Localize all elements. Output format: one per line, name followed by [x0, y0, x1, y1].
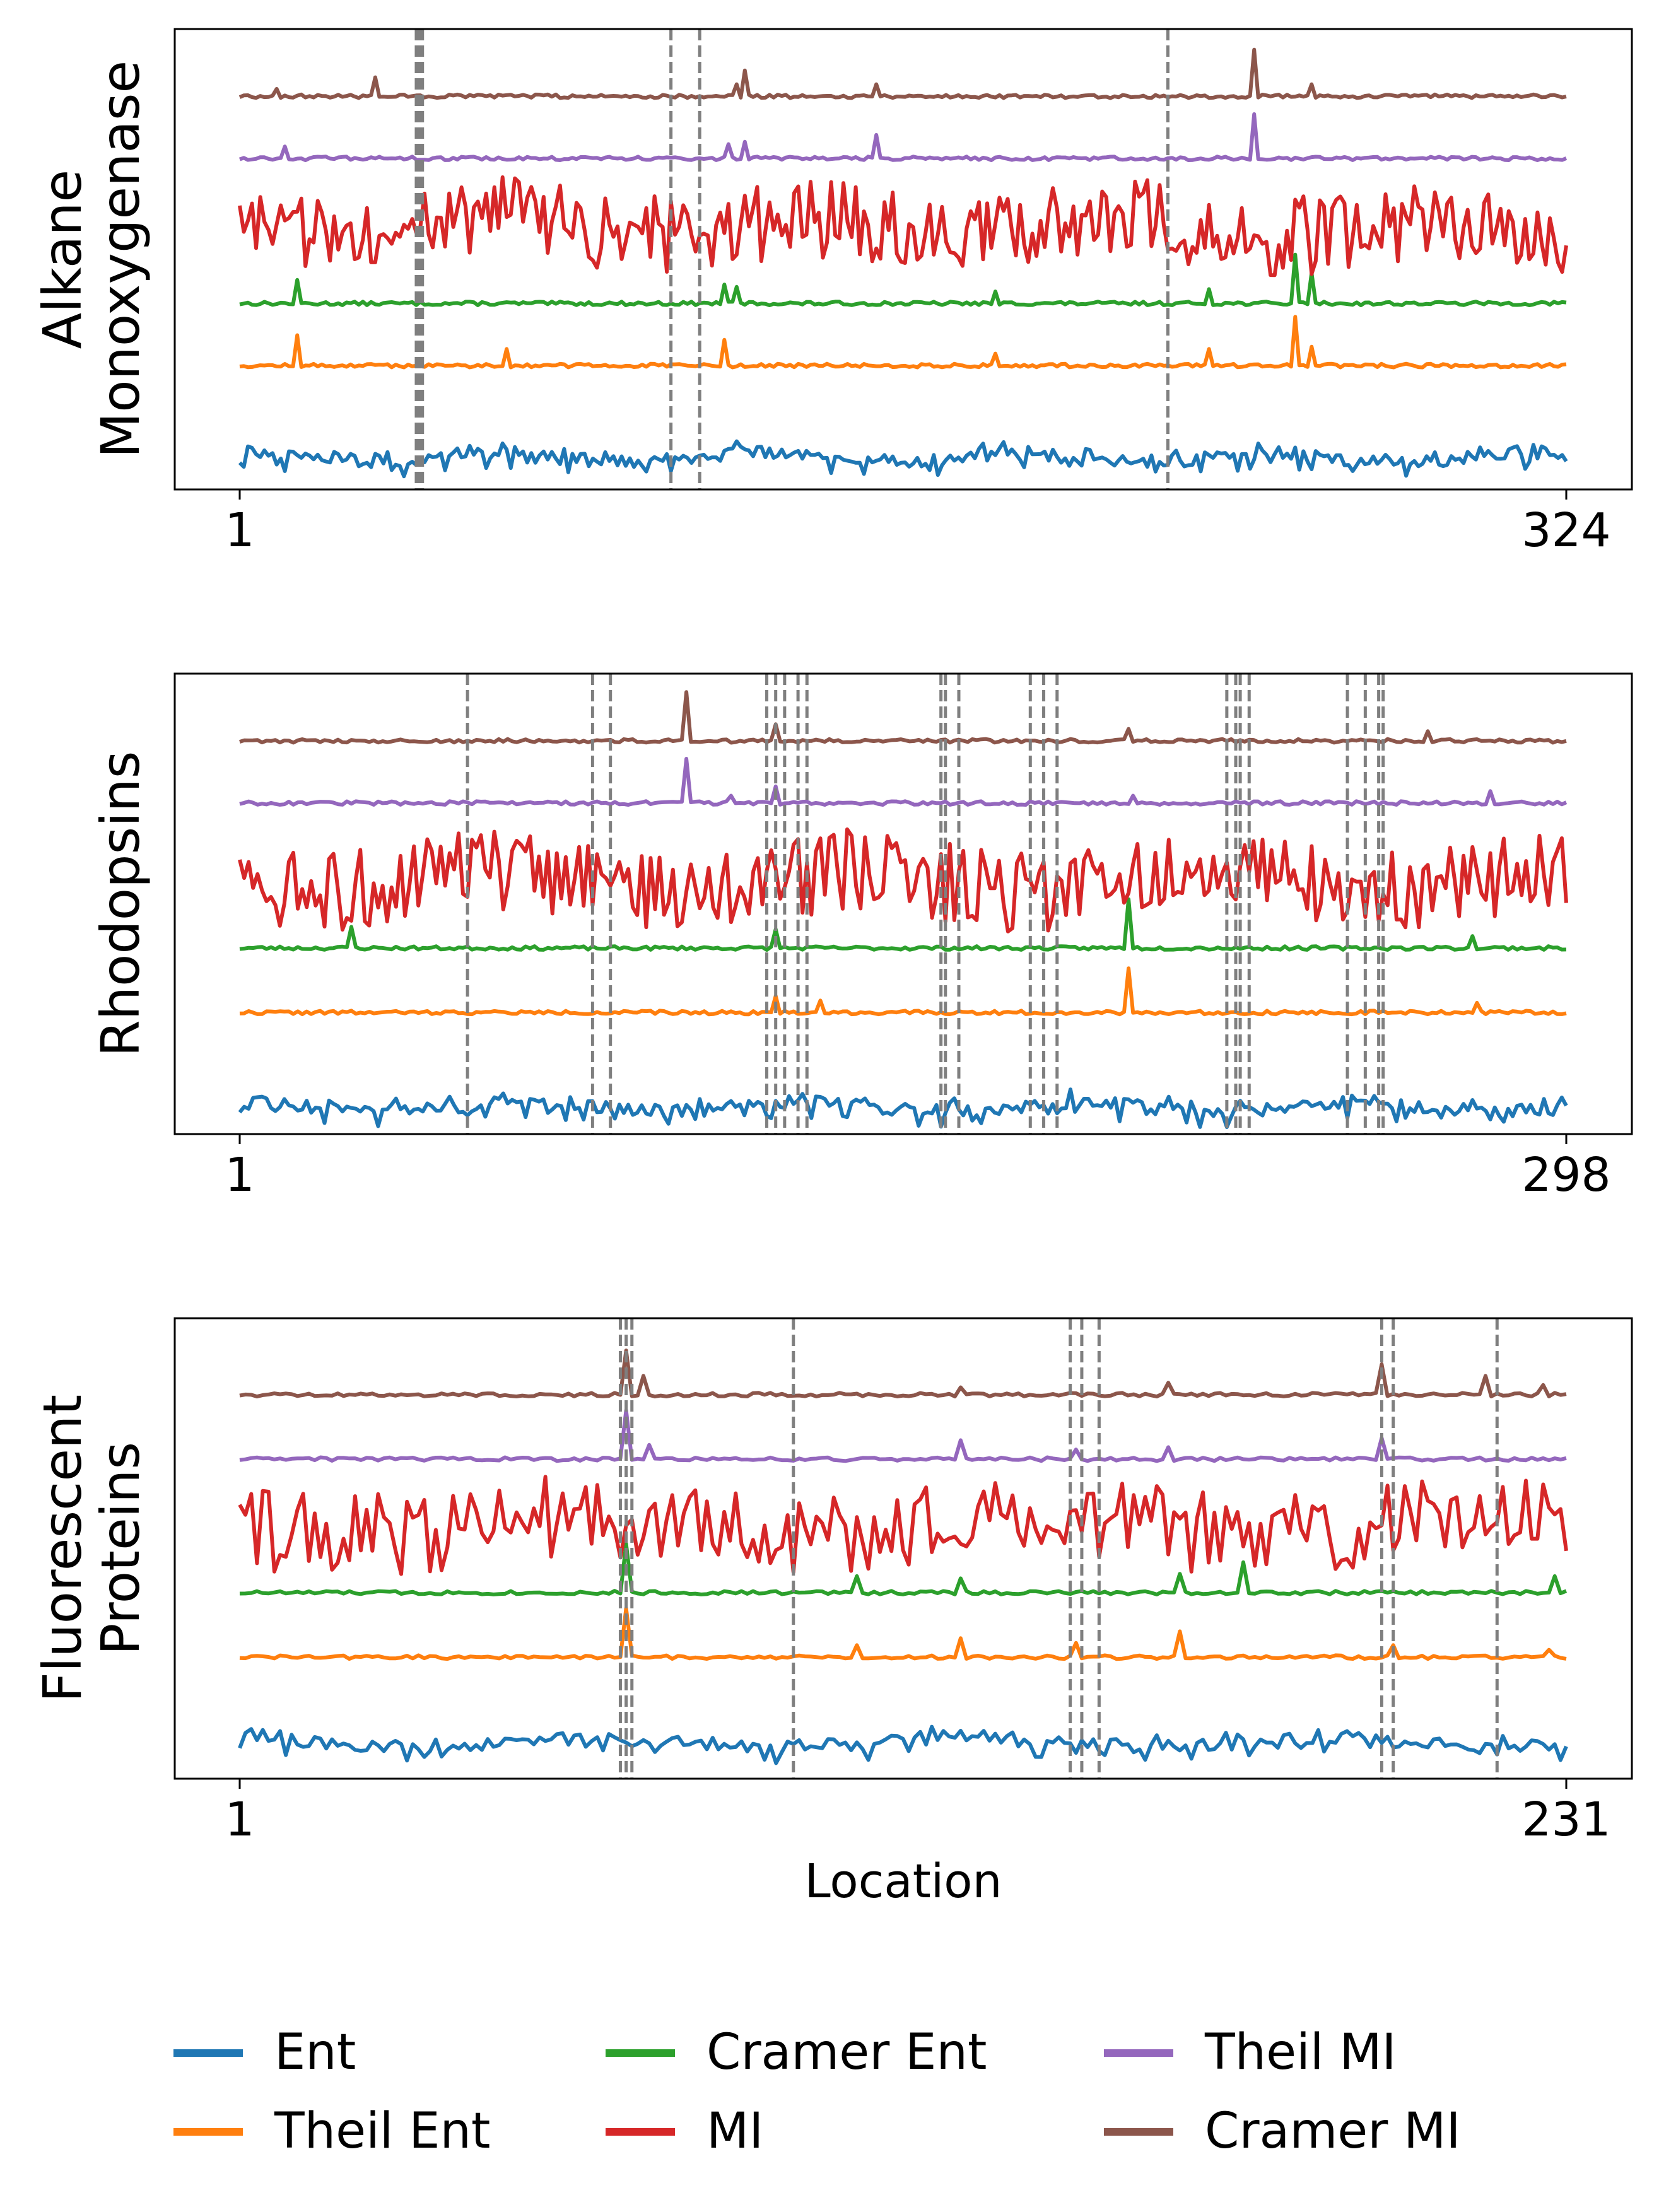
x-axis-label: Location — [805, 1854, 1002, 1909]
series-line-cramer-mi — [239, 690, 1567, 745]
x-tick-label: 1 — [225, 1148, 254, 1202]
legend-item-ent: Ent — [173, 2024, 356, 2081]
series-line-mi — [238, 827, 1568, 933]
series-line-theil-ent — [239, 1606, 1567, 1661]
plot-frame — [173, 672, 1633, 1135]
legend: Ent Theil Ent Cramer Ent MI Theil MI Cramer M… — [173, 2024, 1460, 2160]
series-line-cramer-mi — [238, 47, 1567, 100]
y-axis-label: Proteins — [90, 1442, 151, 1655]
y-axis-label: Alkane — [32, 170, 93, 349]
legend-item-mi: MI — [606, 2103, 763, 2160]
y-axis-label: Fluorescent — [32, 1395, 93, 1702]
x-tick-label: 298 — [1521, 1148, 1610, 1202]
x-tick-label: 324 — [1521, 503, 1610, 558]
series-line-cramer-ent — [239, 252, 1567, 307]
series-line-cramer-mi — [239, 1349, 1567, 1399]
series-line-ent — [238, 439, 1568, 479]
legend-label: Theil MI — [1204, 2024, 1397, 2081]
series-line-mi — [238, 175, 1568, 278]
legend-item-theil-mi: Theil MI — [1104, 2024, 1397, 2081]
legend-label: Cramer Ent — [706, 2024, 987, 2081]
series-line-ent — [238, 1087, 1568, 1129]
legend-label: MI — [706, 2103, 763, 2160]
series-line-theil-mi — [238, 112, 1568, 162]
legend-label: Cramer MI — [1205, 2103, 1460, 2160]
series-line-theil-ent — [239, 315, 1567, 370]
legend-label: Theil Ent — [274, 2103, 491, 2160]
series-line-cramer-ent — [239, 1542, 1568, 1596]
series-line-theil-ent — [239, 966, 1567, 1017]
series-line-theil-mi — [239, 1408, 1567, 1463]
plot-frame — [173, 1317, 1633, 1780]
x-tick-label: 231 — [1521, 1793, 1610, 1847]
series-line-ent — [238, 1724, 1568, 1765]
y-axis-label: Monoxygenase — [90, 61, 151, 459]
plot-frame — [173, 28, 1633, 491]
series-line-cramer-ent — [239, 897, 1567, 952]
legend-item-cramer-ent: Cramer Ent — [606, 2024, 987, 2081]
x-tick-label: 1 — [225, 503, 254, 558]
chart-panel-2: 1 298 Rhodopsins — [90, 672, 1633, 1202]
legend-item-cramer-mi: Cramer MI — [1104, 2103, 1460, 2160]
series-line-mi — [238, 1475, 1568, 1576]
series-line-theil-mi — [239, 757, 1568, 807]
legend-item-theil-ent: Theil Ent — [173, 2103, 491, 2160]
x-tick-label: 1 — [225, 1793, 254, 1847]
y-axis-label: Rhodopsins — [90, 751, 151, 1056]
legend-label: Ent — [274, 2024, 356, 2081]
